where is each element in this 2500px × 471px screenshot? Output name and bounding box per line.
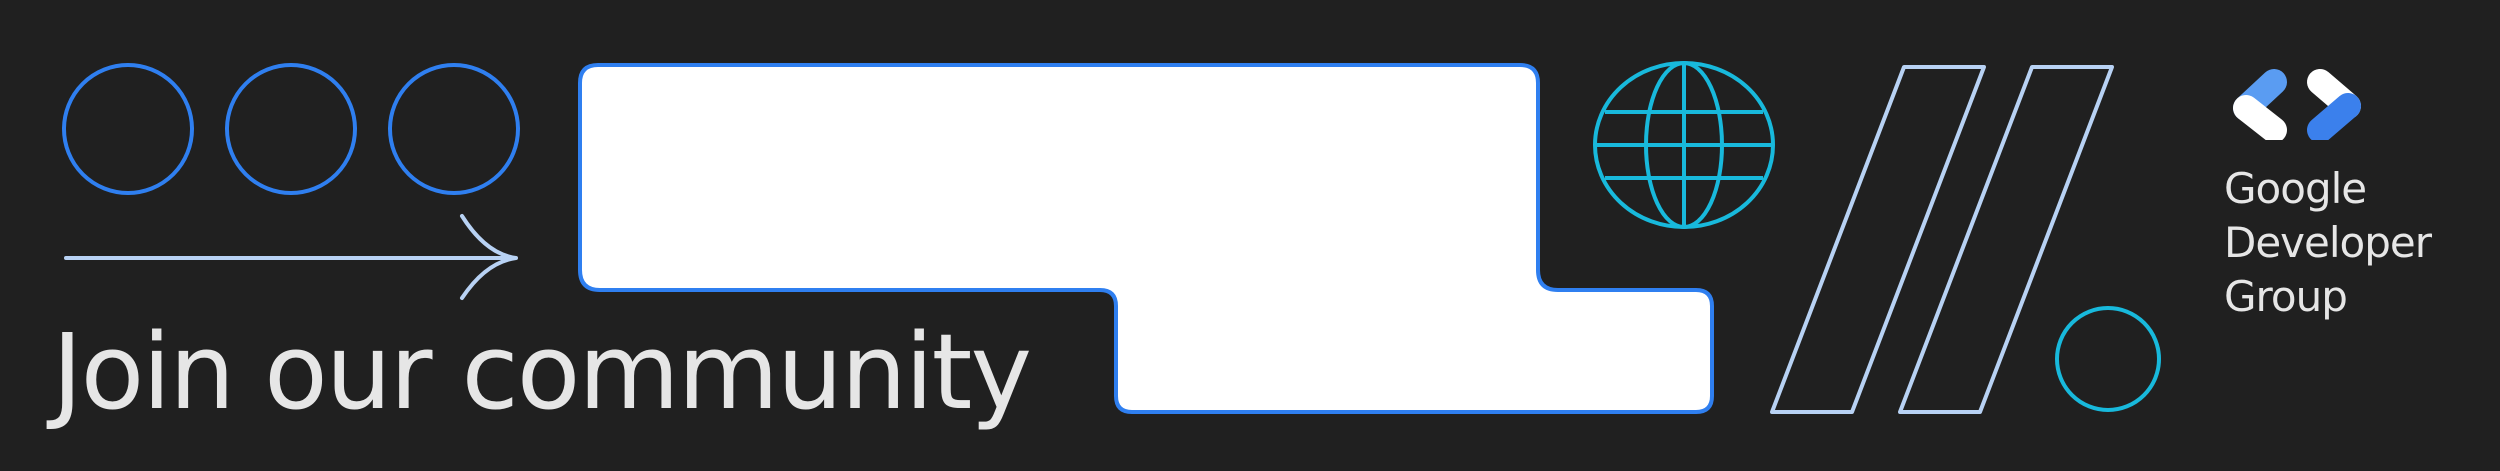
- google-developer-group-logo: [2233, 69, 2361, 140]
- brand-line-3: Group: [2224, 272, 2348, 321]
- outline-circle-2: [225, 63, 357, 195]
- small-outline-circle: [2055, 306, 2161, 412]
- brand-line-1: Google: [2224, 164, 2367, 213]
- brand-line-2: Developer: [2224, 218, 2432, 267]
- arrow-right-icon: [64, 214, 518, 300]
- outline-circle-3: [388, 63, 520, 195]
- headline: Join our community: [52, 311, 1032, 433]
- brand-name: Google Developer Group: [2224, 162, 2432, 324]
- outline-circle-1: [62, 63, 194, 195]
- white-shape-panel: [578, 63, 1714, 414]
- globe-icon: [1593, 61, 1775, 229]
- double-slash-icon: [1770, 65, 2114, 414]
- brand-lockup: Google Developer Group: [2224, 60, 2474, 330]
